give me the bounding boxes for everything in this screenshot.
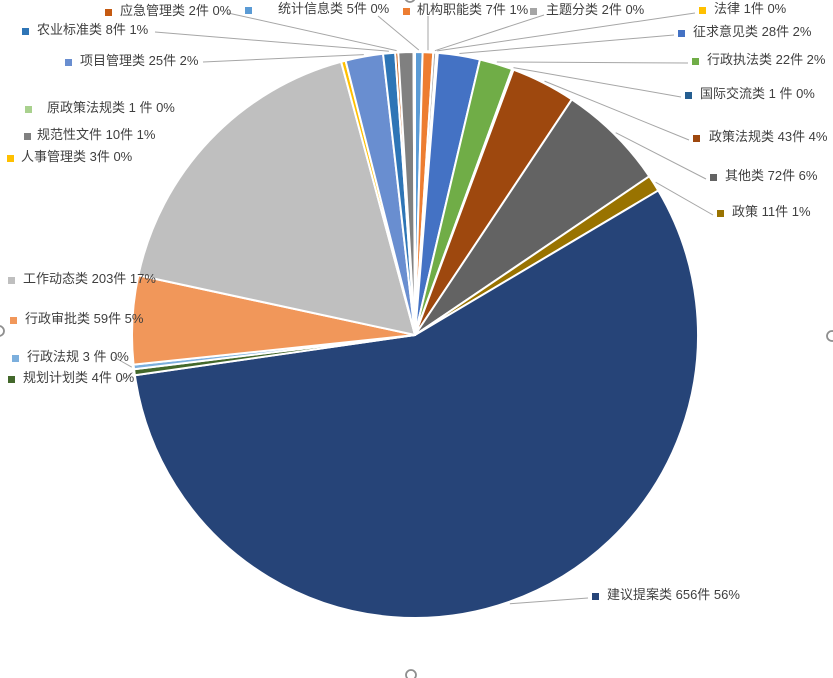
selection-handle-bottom-center[interactable] <box>405 669 417 678</box>
leader-line-农业标准类 <box>154 31 389 52</box>
legend-marker-行政审批类 <box>10 317 17 324</box>
leader-line-建议提案类 <box>509 597 589 605</box>
selection-handle-top-center[interactable] <box>404 0 416 3</box>
legend-marker-行政法规 <box>12 355 19 362</box>
leader-line-政策法规类 <box>544 80 690 141</box>
pie-slice-原政策法规类[interactable] <box>412 50 416 336</box>
slice-label-行政审批类: 行政审批类 59件 5% <box>25 311 144 326</box>
legend-marker-应急管理类 <box>105 9 112 16</box>
slice-label-人事管理类: 人事管理类 3件 0% <box>21 149 133 164</box>
legend-marker-法律 <box>699 7 706 14</box>
slice-label-机构职能类: 机构职能类 7件 1% <box>417 2 529 17</box>
legend-marker-统计信息类 <box>245 7 252 14</box>
legend-marker-征求意见类 <box>678 30 685 37</box>
legend-marker-建议提案类 <box>592 593 599 600</box>
legend-marker-主题分类 <box>530 8 537 15</box>
pie-slice-工作动态类[interactable] <box>137 60 416 336</box>
slice-label-行政法规: 行政法规 3 件 0% <box>27 349 129 364</box>
pie-slice-建议提案类[interactable] <box>133 189 699 619</box>
leader-line-统计信息类 <box>377 15 420 51</box>
slice-label-项目管理类: 项目管理类 25件 2% <box>80 53 199 68</box>
legend-marker-规范性文件 <box>24 133 31 140</box>
legend-marker-政策法规类 <box>693 135 700 142</box>
legend-marker-工作动态类 <box>8 277 15 284</box>
leader-line-规划计划类 <box>121 372 133 381</box>
slice-label-征求意见类: 征求意见类 28件 2% <box>693 24 812 39</box>
slice-label-农业标准类: 农业标准类 8件 1% <box>37 22 149 37</box>
selection-handle-left-middle[interactable] <box>0 325 5 337</box>
selection-handle-right-middle[interactable] <box>826 330 833 342</box>
slice-label-规划计划类: 规划计划类 4件 0% <box>23 370 135 385</box>
slice-label-应急管理类: 应急管理类 2件 0% <box>120 3 232 18</box>
leader-line-国际交流类 <box>513 67 682 98</box>
legend-marker-规划计划类 <box>8 376 15 383</box>
legend-marker-政策 <box>717 210 724 217</box>
slice-label-工作动态类: 工作动态类 203件 17% <box>23 271 156 286</box>
slice-label-主题分类: 主题分类 2件 0% <box>546 2 645 17</box>
leader-line-其他类 <box>615 132 707 180</box>
slice-label-政策法规类: 政策法规类 43件 4% <box>709 129 828 144</box>
slice-label-统计信息类: 统计信息类 5件 0% <box>278 1 390 16</box>
legend-marker-国际交流类 <box>685 92 692 99</box>
legend-marker-原政策法规类 <box>25 106 32 113</box>
leader-line-政策 <box>655 181 714 216</box>
slice-label-政策: 政策 11件 1% <box>732 204 811 219</box>
slice-label-原政策法规类: 原政策法规类 1 件 0% <box>47 100 175 115</box>
leader-line-征求意见类 <box>459 34 675 54</box>
leader-line-行政法规 <box>113 356 133 368</box>
slice-label-建议提案类: 建议提案类 656件 56% <box>607 587 740 602</box>
leader-line-行政执法类 <box>496 61 689 64</box>
legend-marker-农业标准类 <box>22 28 29 35</box>
legend-marker-人事管理类 <box>7 155 14 162</box>
slice-label-国际交流类: 国际交流类 1 件 0% <box>700 86 815 101</box>
slice-label-规范性文件: 规范性文件 10件 1% <box>37 127 156 142</box>
slice-label-行政执法类: 行政执法类 22件 2% <box>707 52 826 67</box>
leader-line-主题分类 <box>434 14 545 52</box>
slice-label-法律: 法律 1件 0% <box>714 1 787 16</box>
leader-line-法律 <box>437 12 696 52</box>
leader-line-应急管理类 <box>227 12 397 52</box>
leader-line-项目管理类 <box>202 54 364 63</box>
legend-marker-其他类 <box>710 174 717 181</box>
legend-marker-项目管理类 <box>65 59 72 66</box>
slice-label-其他类: 其他类 72件 6% <box>725 168 818 183</box>
legend-marker-机构职能类 <box>403 8 410 15</box>
legend-marker-行政执法类 <box>692 58 699 65</box>
